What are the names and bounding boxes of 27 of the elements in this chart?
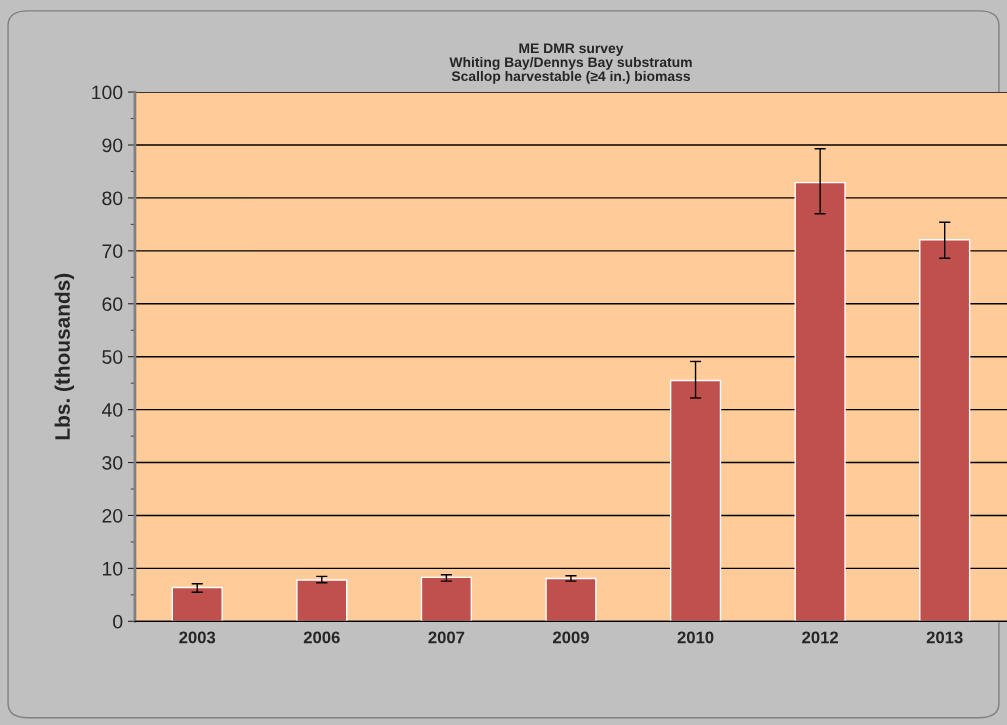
y-tick-label: 10	[102, 561, 123, 576]
bar	[794, 181, 846, 622]
x-tick-label: 2006	[303, 631, 340, 644]
y-tick-label: 60	[102, 297, 123, 312]
y-axis-title: Lbs. (thousands)	[54, 273, 75, 440]
y-tick-label: 40	[101, 403, 123, 417]
bar	[545, 577, 597, 622]
y-tick-label: 50	[102, 350, 123, 364]
x-tick-label: 2010	[677, 631, 714, 644]
x-tick-label: 2013	[926, 631, 963, 644]
y-tick-label: 30	[102, 456, 123, 470]
y-tick-label: 20	[102, 508, 123, 523]
bar	[171, 586, 223, 622]
chart-title: ME DMR survey Whiting Bay/Dennys Bay substratum Scallop harvestable (≥4 in.) biomass	[449, 43, 692, 84]
x-tick-label: 2009	[553, 631, 589, 644]
x-tick-label: 2003	[179, 631, 216, 644]
y-tick-label: 0	[113, 614, 123, 629]
y-tick-label: 80	[102, 191, 123, 206]
x-tick-label: 2012	[802, 631, 838, 644]
bar	[296, 579, 348, 622]
x-tick-label: 2007	[428, 631, 465, 644]
bar	[669, 379, 722, 622]
y-tick-label: 70	[102, 244, 123, 259]
bar	[420, 576, 472, 622]
y-tick-label: 90	[102, 138, 123, 153]
y-tick-label: 100	[92, 85, 123, 100]
bar	[919, 239, 971, 622]
